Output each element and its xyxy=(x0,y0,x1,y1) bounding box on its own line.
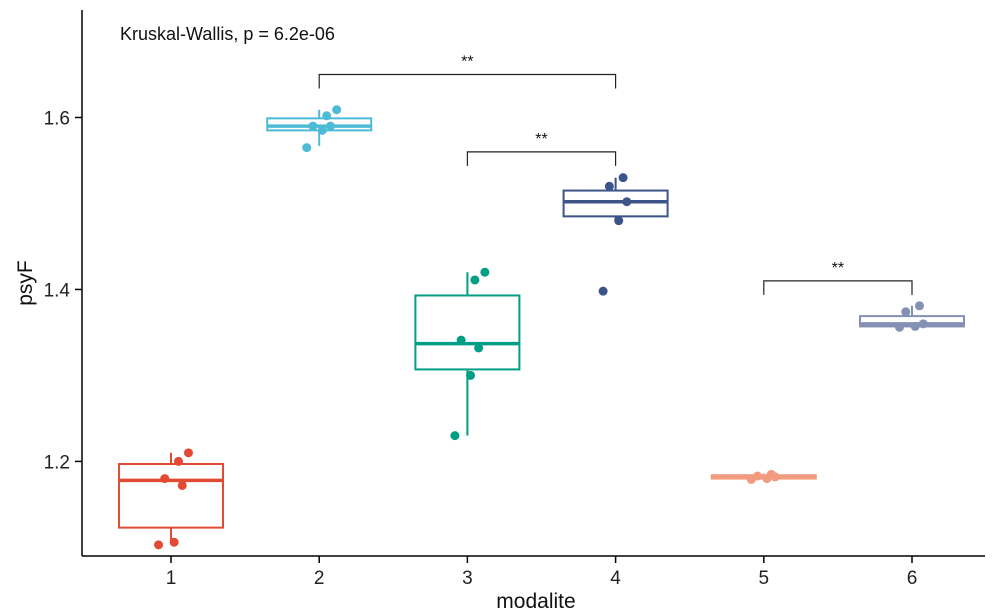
data-point xyxy=(322,111,332,121)
x-tick-label: 3 xyxy=(462,568,473,589)
data-point xyxy=(901,307,911,317)
significance-label: ** xyxy=(461,53,473,70)
data-point xyxy=(918,319,928,329)
comparison-bracket: ** xyxy=(318,53,617,89)
x-tick-label: 1 xyxy=(166,568,177,589)
data-point xyxy=(466,370,476,380)
data-point xyxy=(169,537,179,547)
data-point xyxy=(598,286,608,296)
box-group-3 xyxy=(414,267,521,441)
bracket-line xyxy=(763,280,913,295)
plot-area: ** ** ** xyxy=(118,53,965,550)
data-point xyxy=(325,121,335,131)
box-group-6 xyxy=(859,301,965,332)
y-tick-label: 1.4 xyxy=(44,280,71,301)
bracket-line xyxy=(318,73,617,89)
data-point xyxy=(895,322,905,332)
data-point xyxy=(474,343,484,353)
x-axis-title: modalite xyxy=(496,590,575,613)
x-axis-ticks: 1 2 3 4 5 6 xyxy=(166,556,918,589)
box-group-5 xyxy=(710,469,817,484)
y-tick-label: 1.2 xyxy=(44,452,70,473)
y-axis-title: psyF xyxy=(14,260,37,306)
significance-label: ** xyxy=(535,131,547,148)
data-point xyxy=(618,173,628,183)
box xyxy=(118,462,224,529)
data-point xyxy=(914,301,924,311)
data-point xyxy=(622,197,632,207)
data-point xyxy=(614,216,624,226)
x-tick-label: 5 xyxy=(759,568,770,589)
box-group-2 xyxy=(266,105,373,153)
bracket-line xyxy=(466,151,617,166)
test-annotation: Kruskal-Wallis, p = 6.2e-06 xyxy=(120,24,335,44)
comparison-bracket: ** xyxy=(763,260,913,295)
data-point xyxy=(604,181,614,191)
data-point xyxy=(177,480,187,490)
data-point xyxy=(470,275,480,285)
box-group-4 xyxy=(562,173,669,296)
data-point xyxy=(302,143,312,153)
y-tick-label: 1.6 xyxy=(44,108,70,129)
data-point xyxy=(753,471,763,481)
data-point xyxy=(173,456,183,466)
data-point xyxy=(332,105,342,115)
x-tick-label: 4 xyxy=(610,568,621,589)
box-group-1 xyxy=(118,448,224,550)
comparison-bracket: ** xyxy=(466,131,617,166)
data-point xyxy=(183,448,193,458)
data-point xyxy=(450,431,460,441)
data-point xyxy=(154,540,164,550)
significance-label: ** xyxy=(832,260,844,277)
data-point xyxy=(456,335,466,345)
data-point xyxy=(160,474,170,484)
data-point xyxy=(308,121,318,131)
data-point xyxy=(766,469,776,479)
y-axis-ticks: 1.2 1.4 1.6 xyxy=(44,108,82,473)
data-point xyxy=(910,321,920,331)
box xyxy=(414,294,521,371)
x-tick-label: 2 xyxy=(314,568,325,589)
x-tick-label: 6 xyxy=(907,568,918,589)
data-point xyxy=(480,267,490,277)
data-point xyxy=(317,125,327,135)
